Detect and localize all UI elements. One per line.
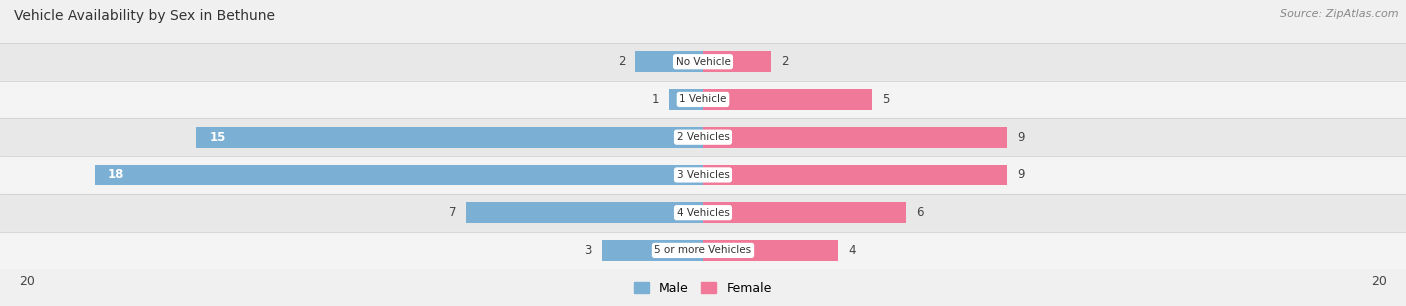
Bar: [703, 240, 838, 261]
Bar: [703, 127, 1007, 147]
Text: 4: 4: [848, 244, 856, 257]
Text: 2: 2: [780, 55, 789, 68]
Bar: [0, 118, 1406, 156]
Text: 4 Vehicles: 4 Vehicles: [676, 208, 730, 218]
Text: 1: 1: [651, 93, 659, 106]
Text: 5 or more Vehicles: 5 or more Vehicles: [654, 245, 752, 256]
Bar: [94, 165, 703, 185]
Text: No Vehicle: No Vehicle: [675, 57, 731, 67]
Bar: [0, 194, 1406, 232]
Text: 15: 15: [209, 131, 226, 144]
Text: 3: 3: [583, 244, 592, 257]
Text: 9: 9: [1018, 131, 1025, 144]
Text: 2: 2: [617, 55, 626, 68]
Text: 2 Vehicles: 2 Vehicles: [676, 132, 730, 142]
Bar: [703, 165, 1007, 185]
Text: 5: 5: [882, 93, 890, 106]
Bar: [0, 80, 1406, 118]
Bar: [0, 156, 1406, 194]
Bar: [669, 89, 703, 110]
Bar: [0, 43, 1406, 80]
Bar: [703, 51, 770, 72]
Bar: [703, 89, 872, 110]
Text: 9: 9: [1018, 168, 1025, 181]
Legend: Male, Female: Male, Female: [630, 277, 776, 300]
Bar: [703, 202, 905, 223]
Text: Vehicle Availability by Sex in Bethune: Vehicle Availability by Sex in Bethune: [14, 9, 276, 23]
Text: 18: 18: [108, 168, 125, 181]
Text: Source: ZipAtlas.com: Source: ZipAtlas.com: [1281, 9, 1399, 19]
Bar: [467, 202, 703, 223]
Bar: [602, 240, 703, 261]
Text: 3 Vehicles: 3 Vehicles: [676, 170, 730, 180]
Text: 7: 7: [449, 206, 457, 219]
Bar: [195, 127, 703, 147]
Text: 6: 6: [915, 206, 924, 219]
Bar: [636, 51, 703, 72]
Text: 1 Vehicle: 1 Vehicle: [679, 95, 727, 104]
Bar: [0, 232, 1406, 269]
